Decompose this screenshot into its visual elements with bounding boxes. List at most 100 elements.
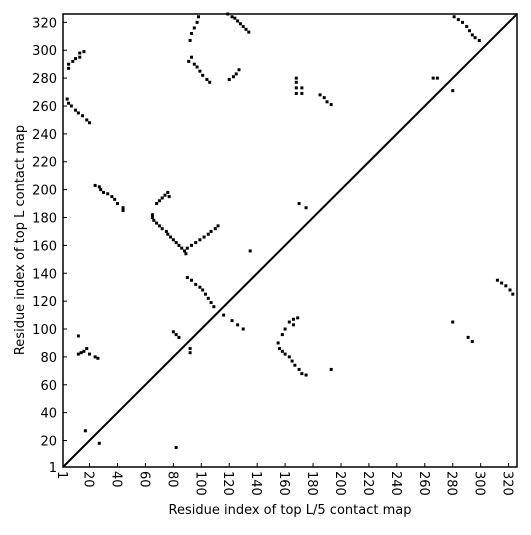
contact	[174, 241, 178, 245]
x-tick-label: 100	[192, 471, 207, 496]
contact	[236, 19, 240, 23]
contact	[280, 349, 284, 353]
contact	[431, 76, 435, 80]
y-tick-label: 80	[40, 351, 57, 366]
x-tick-label: 1	[54, 471, 69, 479]
contact	[190, 32, 194, 36]
contact	[71, 59, 75, 63]
contact	[194, 241, 198, 245]
y-tick-label: 1	[49, 461, 57, 476]
contact	[93, 355, 97, 359]
contact	[297, 202, 301, 206]
contact	[198, 69, 202, 73]
contact	[318, 93, 322, 97]
contact	[212, 305, 216, 309]
contact	[300, 91, 304, 95]
y-tick-label: 240	[32, 128, 57, 143]
contact	[166, 190, 170, 194]
y-tick-label: 160	[32, 239, 57, 254]
contact	[234, 72, 238, 76]
contact	[102, 190, 106, 194]
contact	[276, 341, 280, 345]
contact	[452, 15, 456, 19]
x-tick-label: 20	[81, 471, 96, 488]
contact	[195, 65, 199, 69]
contact	[206, 232, 210, 236]
contact	[296, 316, 300, 320]
contact	[508, 288, 512, 292]
contact	[244, 27, 248, 31]
contact	[209, 301, 213, 305]
contact	[106, 192, 110, 196]
contact	[184, 252, 188, 256]
contact	[96, 356, 100, 360]
contact	[287, 320, 291, 324]
contact	[74, 57, 78, 61]
contact	[456, 18, 460, 22]
x-axis-label: Residue index of top L/5 contact map	[169, 503, 412, 518]
contact	[157, 199, 161, 203]
contact	[74, 108, 78, 112]
contact	[185, 246, 189, 250]
contact	[291, 323, 295, 327]
contact	[190, 243, 194, 247]
contact	[206, 296, 210, 300]
contact	[88, 121, 92, 125]
contact	[500, 281, 504, 285]
x-tick-label: 260	[416, 471, 431, 496]
contact	[287, 355, 291, 359]
contact	[93, 183, 97, 187]
contact	[97, 185, 101, 189]
contact	[110, 195, 114, 199]
contact	[85, 118, 89, 122]
x-tick-label: 160	[276, 471, 291, 496]
x-tick-label: 180	[304, 471, 319, 496]
contact	[329, 367, 333, 371]
contact	[85, 347, 89, 351]
diagonal	[62, 13, 518, 468]
contact	[67, 101, 71, 105]
contact	[160, 227, 164, 231]
contact	[233, 16, 237, 20]
contact	[238, 22, 242, 26]
contact	[304, 373, 308, 377]
contact	[209, 229, 213, 233]
x-tick-label: 80	[164, 471, 179, 488]
contact	[82, 50, 86, 54]
contact	[163, 193, 167, 197]
contact	[81, 114, 85, 118]
contact	[69, 104, 73, 108]
x-tick-label: 140	[248, 471, 263, 496]
contact	[294, 86, 298, 90]
contact	[278, 347, 282, 351]
contact	[468, 29, 472, 33]
contact	[174, 445, 178, 449]
contact	[280, 333, 284, 337]
contact	[248, 249, 252, 253]
contact	[470, 340, 474, 344]
contact	[293, 363, 297, 367]
contact	[166, 232, 170, 236]
contact	[227, 78, 231, 82]
contact	[198, 238, 202, 242]
contact	[465, 25, 469, 29]
contact	[152, 218, 156, 222]
contact	[294, 76, 298, 80]
contact	[76, 352, 80, 356]
contact	[291, 317, 295, 321]
contact	[177, 335, 181, 339]
contact	[188, 347, 192, 351]
contact	[205, 78, 209, 82]
contact	[99, 188, 103, 192]
contact	[192, 62, 196, 66]
contact	[300, 372, 304, 376]
contact	[322, 96, 326, 100]
contact	[495, 278, 499, 282]
y-tick-label: 20	[40, 435, 57, 450]
x-tick-label: 320	[500, 471, 515, 496]
contact	[226, 12, 230, 16]
contact	[171, 238, 175, 242]
contact	[155, 202, 159, 206]
contact	[195, 20, 199, 24]
contact	[294, 91, 298, 95]
